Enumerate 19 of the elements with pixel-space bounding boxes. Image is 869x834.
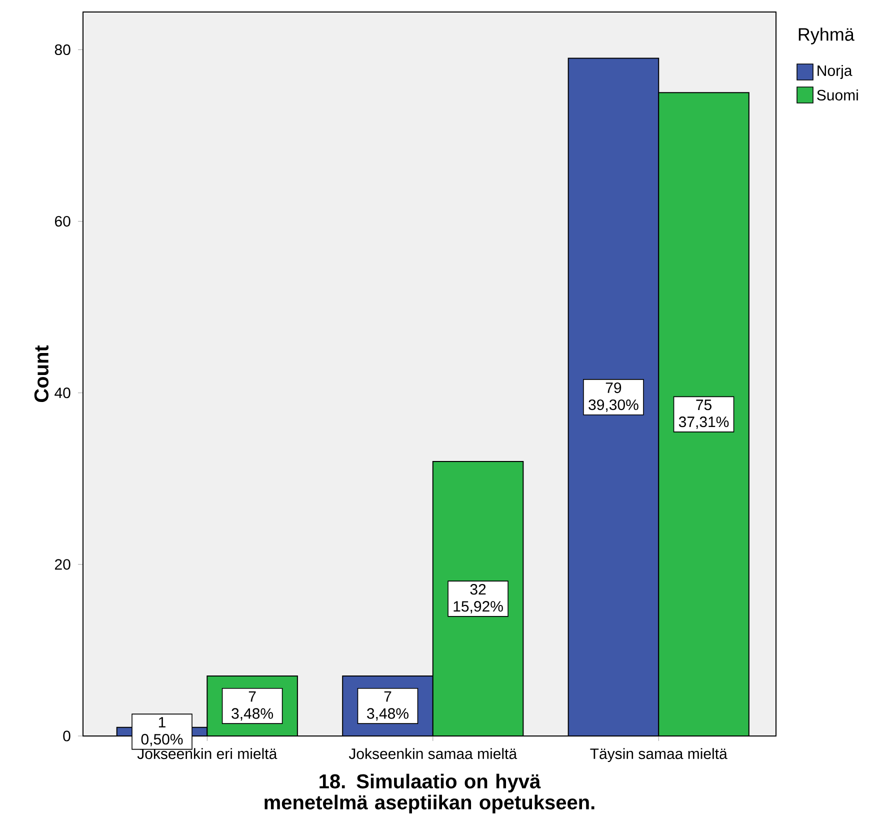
legend-title: Ryhmä xyxy=(798,28,854,44)
x-tick-label: Jokseenkin eri mieltä xyxy=(137,748,278,760)
data-label: 79 39,30% xyxy=(588,382,638,412)
y-tick-label: 0 xyxy=(63,730,70,742)
x-tick-label: Täysin samaa mieltä xyxy=(590,748,728,762)
legend-label: Norja xyxy=(818,65,852,79)
data-label: 7 3,48% xyxy=(232,691,274,721)
y-tick-label: 40 xyxy=(54,388,70,398)
data-label: 32 15,92% xyxy=(454,584,503,614)
y-tick-label: 20 xyxy=(55,559,70,570)
data-label: 75 37,31% xyxy=(678,400,729,429)
x-axis-title: 18. Simulaatio on hyvä menetelmä aseptiikan opetukseen. xyxy=(264,774,594,814)
x-tick-label: Jokseenkin samaa mieltä xyxy=(348,748,518,760)
y-tick-label: 60 xyxy=(55,216,70,227)
legend-label: Suomi xyxy=(817,89,858,100)
y-tick-label: 80 xyxy=(54,44,70,56)
y-axis-title: Count xyxy=(34,345,49,402)
data-label: 1 0,50% xyxy=(141,717,183,746)
data-label: 7 3,48% xyxy=(367,691,408,721)
